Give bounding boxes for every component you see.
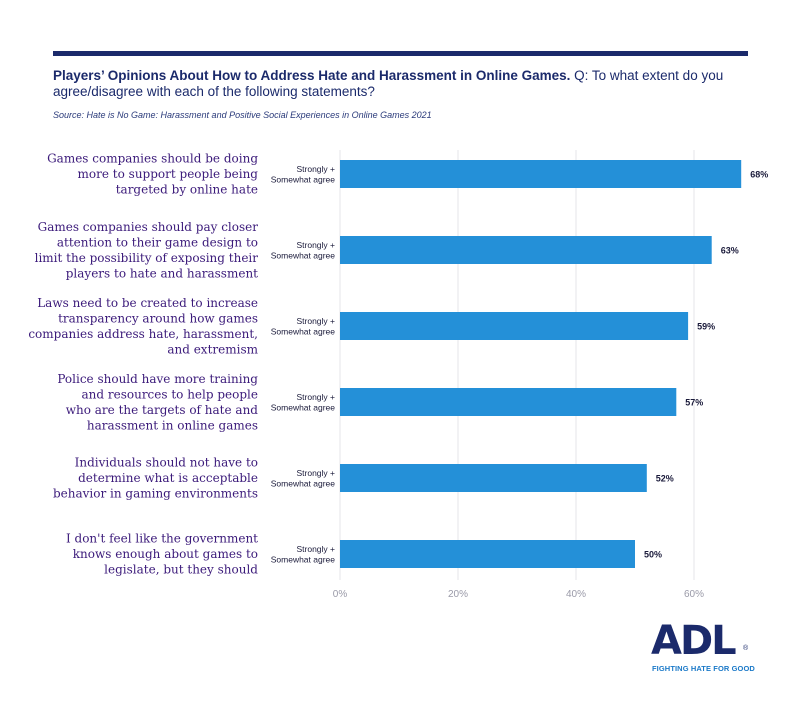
logo-tagline: FIGHTING HATE FOR GOOD	[652, 664, 755, 673]
value-label: 52%	[656, 474, 674, 484]
logo-registered-mark: ®	[743, 645, 749, 652]
category-label: determine what is acceptable	[78, 471, 258, 485]
value-label: 59%	[697, 322, 715, 332]
value-label: 50%	[644, 550, 662, 560]
x-tick-label: 40%	[566, 589, 586, 600]
logo-wordmark: ADL	[651, 618, 737, 664]
series-label: Somewhat agree	[271, 403, 336, 413]
x-tick-label: 60%	[684, 589, 704, 600]
chart-source: Source: Hate is No Game: Harassment and …	[53, 110, 432, 120]
chart-title: Players’ Opinions About How to Address H…	[53, 68, 753, 100]
series-label: Strongly +	[296, 468, 335, 478]
series-label: Somewhat agree	[271, 251, 336, 261]
series-label: Strongly +	[296, 316, 335, 326]
series-label: Strongly +	[296, 164, 335, 174]
category-label: Games companies should pay closer	[38, 220, 259, 234]
category-label: Games companies should be doing	[47, 152, 258, 166]
category-label: transparency around how games	[58, 311, 258, 325]
chart-title-question: Q: To what extent do you agree/disagree …	[53, 68, 724, 99]
x-tick-label: 0%	[333, 589, 348, 600]
category-label: Individuals should not have to	[75, 456, 258, 470]
bar-3	[340, 312, 689, 340]
bar-5	[340, 464, 647, 492]
category-label: limit the possibility of exposing their	[35, 251, 259, 265]
category-label: harassment in online games	[87, 418, 258, 432]
category-label: attention to their game design to	[57, 235, 258, 249]
chart-title-bold: Players’ Opinions About How to Address H…	[53, 68, 571, 83]
category-label: legislate, but they should	[104, 563, 258, 577]
series-label: Strongly +	[296, 392, 335, 402]
value-label: 57%	[685, 398, 703, 408]
series-label: Somewhat agree	[271, 327, 336, 337]
category-label: more to support people being	[78, 167, 259, 181]
category-label: I don't feel like the government	[66, 532, 258, 546]
bar-4	[340, 388, 677, 416]
series-label: Somewhat agree	[271, 479, 336, 489]
category-label: targeted by online hate	[116, 183, 258, 197]
series-label: Strongly +	[296, 544, 335, 554]
series-label: Somewhat agree	[271, 175, 336, 185]
series-label: Somewhat agree	[271, 555, 336, 565]
category-label: and resources to help people	[81, 387, 258, 401]
bar-2	[340, 236, 712, 264]
bar-1	[340, 160, 742, 188]
value-label: 63%	[721, 246, 739, 256]
category-label: who are the targets of hate and	[66, 403, 259, 417]
category-label: and extremism	[167, 342, 258, 356]
category-label: behavior in gaming environments	[53, 487, 258, 501]
top-rule	[53, 51, 748, 56]
category-label: Police should have more training	[57, 372, 258, 386]
value-label: 68%	[750, 170, 768, 180]
category-label: companies address hate, harassment,	[28, 327, 258, 341]
bar-6	[340, 540, 635, 568]
adl-logo: ADL ® FIGHTING HATE FOR GOOD	[651, 618, 755, 680]
category-label: Laws need to be created to increase	[37, 296, 258, 310]
x-tick-label: 20%	[448, 589, 468, 600]
category-label: knows enough about games to	[73, 547, 258, 561]
category-label: players to hate and harassment	[66, 266, 258, 280]
series-label: Strongly +	[296, 240, 335, 250]
